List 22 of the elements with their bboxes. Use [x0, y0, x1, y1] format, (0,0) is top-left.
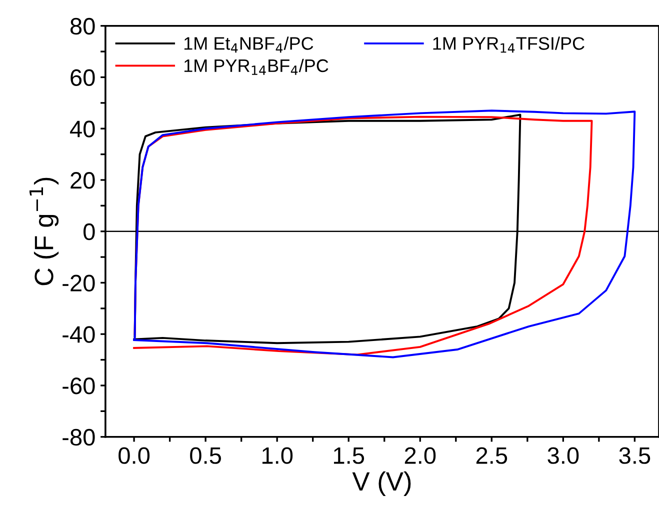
x-tick-label: 3.5	[619, 447, 650, 464]
x-tick-label: 2.5	[476, 447, 508, 464]
y-tick-label: 60	[70, 69, 95, 86]
y-tick-label: -20	[62, 274, 95, 292]
y-tick-label: 20	[70, 172, 95, 189]
y-axis-title: C (F g$^{−1}$)	[30, 178, 59, 286]
y-tick-label: 80	[70, 18, 95, 35]
x-tick-label: 2.0	[404, 447, 436, 464]
x-tick-label: 1.5	[334, 447, 364, 464]
legend-label: 1M PYR$_{14}$TFSI/PC	[433, 36, 584, 53]
x-tick-label: 1.0	[262, 447, 293, 464]
x-tick-label: 3.0	[548, 447, 579, 464]
y-tick-label: -80	[62, 428, 95, 446]
y-tick-label: -60	[62, 378, 95, 394]
y-tick-label: -40	[62, 326, 95, 343]
x-axis-title: V (V)	[352, 471, 411, 496]
legend-label: 1M Et$_{4}$NBF$_{4}$/PC	[184, 36, 314, 53]
x-tick-label: 0.5	[190, 447, 221, 464]
y-tick-label: 0	[84, 223, 95, 240]
legend-label: 1M PYR$_{14}$BF$_{4}$/PC	[184, 58, 328, 75]
y-tick-label: 40	[70, 120, 95, 138]
x-tick-label: 0.0	[118, 447, 150, 464]
